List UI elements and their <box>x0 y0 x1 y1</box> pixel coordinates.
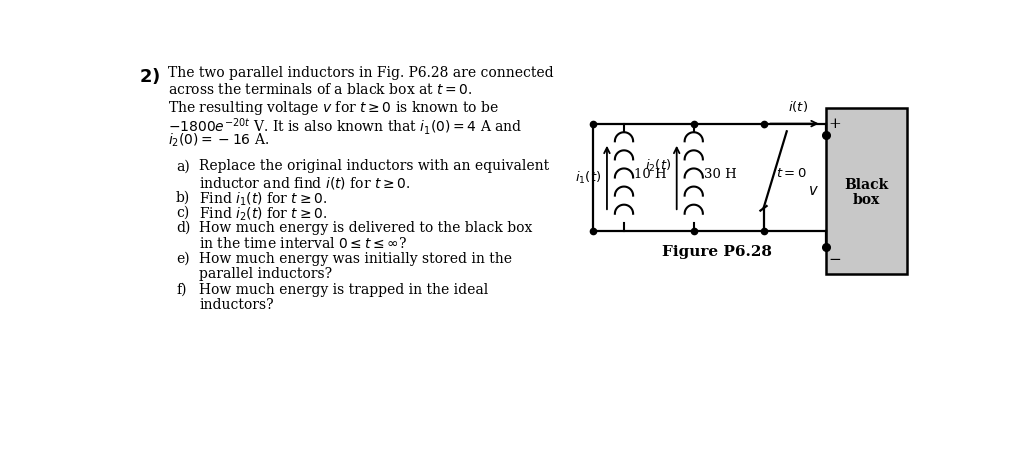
Text: $v$: $v$ <box>808 184 818 198</box>
Text: in the time interval $0 \leq t \leq \infty$?: in the time interval $0 \leq t \leq \inf… <box>200 236 408 252</box>
Text: +: + <box>828 117 841 131</box>
Text: $i_2(0) = -16$ A.: $i_2(0) = -16$ A. <box>168 132 269 150</box>
Text: The resulting voltage $v$ for $t \geq 0$ is known to be: The resulting voltage $v$ for $t \geq 0$… <box>168 99 500 117</box>
Text: $t = 0$: $t = 0$ <box>776 167 807 180</box>
Bar <box>825 108 907 274</box>
Text: $i(t)$: $i(t)$ <box>788 99 808 113</box>
Text: $\mathbf{2)}$: $\mathbf{2)}$ <box>139 66 160 86</box>
Text: inductor and find $i(t)$ for $t \geq 0$.: inductor and find $i(t)$ for $t \geq 0$. <box>200 175 411 191</box>
Text: Black: Black <box>844 178 888 192</box>
Text: 30 H: 30 H <box>703 168 736 181</box>
Text: a): a) <box>176 159 189 174</box>
Text: f): f) <box>176 283 186 297</box>
Text: 10 H: 10 H <box>634 168 667 181</box>
Text: c): c) <box>176 206 189 219</box>
Text: How much energy is trapped in the ideal: How much energy is trapped in the ideal <box>200 283 488 297</box>
Text: Figure P6.28: Figure P6.28 <box>662 245 772 259</box>
Text: parallel inductors?: parallel inductors? <box>200 267 333 281</box>
Text: Find $i_2(t)$ for $t \geq 0$.: Find $i_2(t)$ for $t \geq 0$. <box>200 206 328 223</box>
Text: Find $i_1(t)$ for $t \geq 0$.: Find $i_1(t)$ for $t \geq 0$. <box>200 190 328 207</box>
Text: e): e) <box>176 252 189 266</box>
Text: $i_1(t)$: $i_1(t)$ <box>575 169 601 185</box>
Text: The two parallel inductors in Fig. P6.28 are connected: The two parallel inductors in Fig. P6.28… <box>168 66 554 80</box>
Text: How much energy was initially stored in the: How much energy was initially stored in … <box>200 252 512 266</box>
Text: Replace the original inductors with an equivalent: Replace the original inductors with an e… <box>200 159 550 174</box>
Text: b): b) <box>176 190 190 204</box>
Text: How much energy is delivered to the black box: How much energy is delivered to the blac… <box>200 221 532 235</box>
Text: inductors?: inductors? <box>200 298 274 312</box>
Text: $-$: $-$ <box>828 252 842 265</box>
Text: $-1800e^{-20t}$ V. It is also known that $i_1(0) = 4$ A and: $-1800e^{-20t}$ V. It is also known that… <box>168 116 522 136</box>
Text: $i_2(t)$: $i_2(t)$ <box>645 158 672 174</box>
Text: across the terminals of a black box at $t = 0$.: across the terminals of a black box at $… <box>168 83 473 97</box>
Text: d): d) <box>176 221 190 235</box>
Text: box: box <box>853 193 880 207</box>
